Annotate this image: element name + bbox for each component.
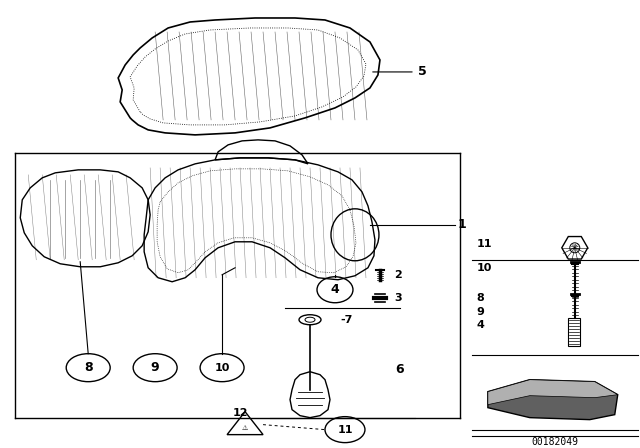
Text: 3: 3 — [394, 293, 401, 303]
Text: 11: 11 — [337, 425, 353, 435]
Text: 5: 5 — [418, 65, 427, 78]
Text: 1: 1 — [458, 218, 467, 231]
Text: 4: 4 — [477, 320, 484, 330]
Text: 00182049: 00182049 — [531, 437, 579, 447]
Text: 4: 4 — [331, 283, 339, 296]
Text: ⚠: ⚠ — [242, 425, 248, 431]
Text: 12: 12 — [233, 408, 248, 418]
Text: -7: -7 — [340, 315, 353, 325]
Text: 9: 9 — [477, 307, 484, 317]
Text: 2: 2 — [394, 270, 402, 280]
Polygon shape — [488, 379, 618, 405]
Text: 10: 10 — [214, 363, 230, 373]
Text: 6: 6 — [395, 363, 404, 376]
Text: 8: 8 — [84, 361, 93, 374]
Text: 10: 10 — [477, 263, 492, 273]
Polygon shape — [488, 379, 618, 420]
Text: 8: 8 — [477, 293, 484, 303]
Text: 11: 11 — [477, 239, 492, 249]
Text: 9: 9 — [151, 361, 159, 374]
Bar — [568, 318, 580, 346]
